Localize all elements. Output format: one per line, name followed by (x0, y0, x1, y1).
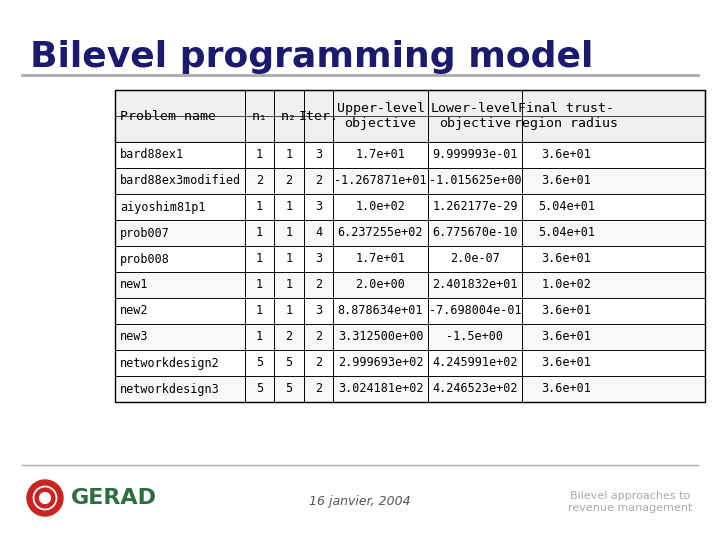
Bar (115, 376, 705, 402)
Text: 1.0e+02: 1.0e+02 (356, 200, 405, 213)
Text: 1: 1 (286, 305, 292, 318)
Text: 2: 2 (315, 174, 322, 187)
Text: 1: 1 (256, 253, 263, 266)
Text: Problem name: Problem name (120, 110, 216, 123)
Text: 1: 1 (256, 330, 263, 343)
Circle shape (40, 492, 50, 503)
Text: prob008: prob008 (120, 253, 170, 266)
Circle shape (35, 488, 55, 508)
Bar (115, 246, 705, 272)
Bar (115, 272, 705, 298)
Text: bard88ex3modified: bard88ex3modified (120, 174, 241, 187)
Text: 5: 5 (256, 356, 263, 369)
Text: 5: 5 (256, 382, 263, 395)
Text: 1: 1 (256, 148, 263, 161)
Text: 3.312500e+00: 3.312500e+00 (338, 330, 423, 343)
Text: prob007: prob007 (120, 226, 170, 240)
Text: new2: new2 (120, 305, 148, 318)
Text: 1: 1 (286, 148, 292, 161)
Text: -1.5e+00: -1.5e+00 (446, 330, 503, 343)
Text: Iter.: Iter. (299, 110, 338, 123)
Text: 2.0e-07: 2.0e-07 (450, 253, 500, 266)
Bar (115, 90, 705, 142)
Text: 3.6e+01: 3.6e+01 (541, 330, 591, 343)
Text: n₂: n₂ (281, 110, 297, 123)
Text: 5.04e+01: 5.04e+01 (538, 200, 595, 213)
Text: new3: new3 (120, 330, 148, 343)
Text: 4.246523e+02: 4.246523e+02 (432, 382, 518, 395)
Text: 3.6e+01: 3.6e+01 (541, 174, 591, 187)
Text: 3: 3 (315, 305, 322, 318)
Bar (115, 90, 705, 402)
Text: 1: 1 (256, 226, 263, 240)
Bar (115, 168, 705, 194)
Text: 8.878634e+01: 8.878634e+01 (338, 305, 423, 318)
Text: 3.024181e+02: 3.024181e+02 (338, 382, 423, 395)
Text: 3.6e+01: 3.6e+01 (541, 382, 591, 395)
Text: 3.6e+01: 3.6e+01 (541, 253, 591, 266)
Text: Lower-level
objective: Lower-level objective (431, 102, 519, 130)
Text: -1.015625e+00: -1.015625e+00 (428, 174, 521, 187)
Text: 2: 2 (286, 174, 292, 187)
Text: networkdesign2: networkdesign2 (120, 356, 220, 369)
Text: bard88ex1: bard88ex1 (120, 148, 184, 161)
Circle shape (27, 480, 63, 516)
Text: 2: 2 (315, 279, 322, 292)
Text: 5.04e+01: 5.04e+01 (538, 226, 595, 240)
Text: 9.999993e-01: 9.999993e-01 (432, 148, 518, 161)
Text: 1.7e+01: 1.7e+01 (356, 253, 405, 266)
Text: 1.0e+02: 1.0e+02 (541, 279, 591, 292)
Text: 1: 1 (286, 200, 292, 213)
Text: -1.267871e+01: -1.267871e+01 (334, 174, 427, 187)
Text: Upper-level
objective: Upper-level objective (336, 102, 425, 130)
Bar (115, 324, 705, 350)
Text: 1: 1 (256, 279, 263, 292)
Text: 1: 1 (286, 226, 292, 240)
Text: GERAD: GERAD (71, 488, 157, 508)
Text: Bilevel programming model: Bilevel programming model (30, 40, 593, 74)
Text: 2: 2 (315, 330, 322, 343)
Bar (115, 194, 705, 220)
Text: 2: 2 (286, 330, 292, 343)
Text: 1: 1 (256, 305, 263, 318)
Text: 4: 4 (315, 226, 322, 240)
Text: Final trust-
region radius: Final trust- region radius (514, 102, 618, 130)
Text: networkdesign3: networkdesign3 (120, 382, 220, 395)
Text: aiyoshim81p1: aiyoshim81p1 (120, 200, 205, 213)
Bar (115, 142, 705, 168)
Bar (115, 298, 705, 324)
Text: 1.262177e-29: 1.262177e-29 (432, 200, 518, 213)
Text: 5: 5 (286, 356, 292, 369)
Text: 2: 2 (315, 356, 322, 369)
Text: 1: 1 (256, 200, 263, 213)
Text: 3: 3 (315, 148, 322, 161)
Text: Bilevel approaches to
revenue management: Bilevel approaches to revenue management (568, 491, 692, 513)
Bar (115, 350, 705, 376)
Text: 16 janvier, 2004: 16 janvier, 2004 (309, 496, 411, 509)
Text: 2: 2 (315, 382, 322, 395)
Circle shape (33, 487, 57, 510)
Text: 5: 5 (286, 382, 292, 395)
Text: -7.698004e-01: -7.698004e-01 (428, 305, 521, 318)
Text: 3: 3 (315, 253, 322, 266)
Text: 6.237255e+02: 6.237255e+02 (338, 226, 423, 240)
Text: 4.245991e+02: 4.245991e+02 (432, 356, 518, 369)
Text: 1: 1 (286, 253, 292, 266)
Text: 1.7e+01: 1.7e+01 (356, 148, 405, 161)
Text: 2.0e+00: 2.0e+00 (356, 279, 405, 292)
Text: 3.6e+01: 3.6e+01 (541, 148, 591, 161)
Bar (115, 220, 705, 246)
Text: 2.999693e+02: 2.999693e+02 (338, 356, 423, 369)
Text: 2: 2 (256, 174, 263, 187)
Text: 1: 1 (286, 279, 292, 292)
Text: n₁: n₁ (251, 110, 268, 123)
Text: 6.775670e-10: 6.775670e-10 (432, 226, 518, 240)
Text: new1: new1 (120, 279, 148, 292)
Text: 2.401832e+01: 2.401832e+01 (432, 279, 518, 292)
Text: 3: 3 (315, 200, 322, 213)
Text: 3.6e+01: 3.6e+01 (541, 356, 591, 369)
Text: 3.6e+01: 3.6e+01 (541, 305, 591, 318)
